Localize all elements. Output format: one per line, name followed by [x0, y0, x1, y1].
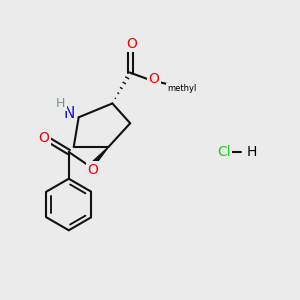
Text: Cl: Cl: [218, 145, 231, 159]
Text: methyl: methyl: [167, 84, 196, 93]
Text: O: O: [87, 163, 98, 177]
Text: H: H: [56, 97, 65, 110]
Text: O: O: [148, 72, 159, 86]
Text: N: N: [63, 106, 74, 121]
Text: H: H: [247, 145, 257, 159]
Text: O: O: [127, 37, 138, 51]
Polygon shape: [89, 147, 108, 169]
Text: O: O: [39, 131, 50, 145]
